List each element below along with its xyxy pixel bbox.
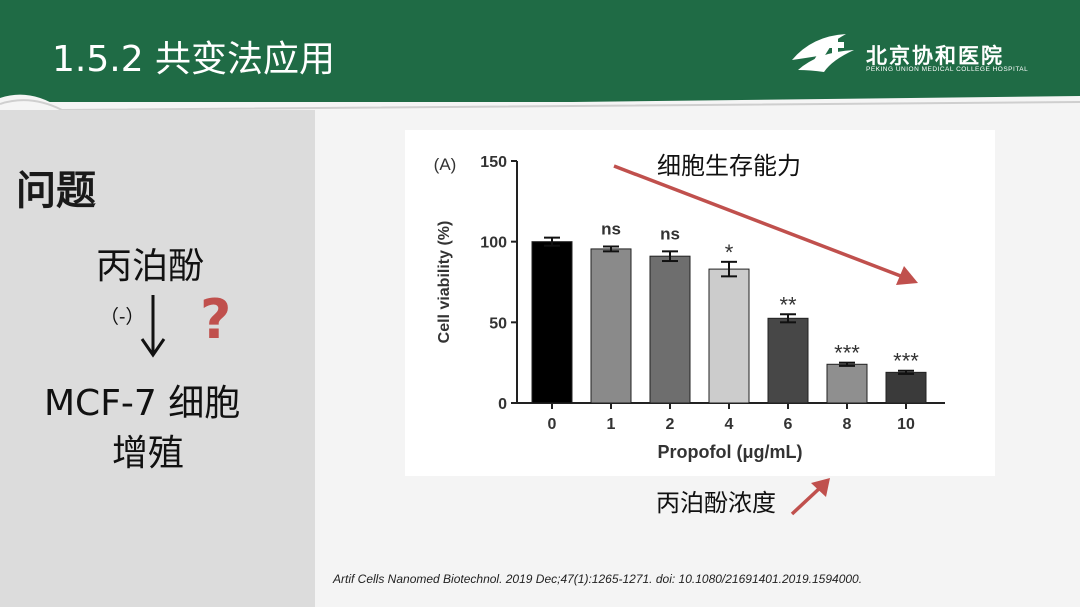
target-cell-label: MCF-7 细胞 xyxy=(44,383,241,424)
bar-4 xyxy=(708,268,750,404)
left-panel xyxy=(0,110,315,607)
viability-annotation: 细胞生存能力 xyxy=(657,152,801,180)
x-tick-label: 4 xyxy=(725,416,734,433)
significance-label: *** xyxy=(834,341,860,366)
citation-text: Artif Cells Nanomed Biotechnol. 2019 Dec… xyxy=(333,572,863,586)
drug-label: 丙泊酚 xyxy=(96,246,205,287)
decrease-trend-arrow xyxy=(613,164,907,280)
significance-label: *** xyxy=(893,349,919,374)
x-tick-label: 8 xyxy=(843,416,852,433)
significance-label: ns xyxy=(601,220,621,239)
x-tick-label: 2 xyxy=(666,416,675,433)
bar-8 xyxy=(826,363,868,404)
x-axis-label: Propofol (μg/mL) xyxy=(658,442,803,462)
header-bar: 1.5.2 共变法应用 北京协和医院 PEKING UNION MEDICAL … xyxy=(0,0,1080,102)
target-effect-label: 增殖 xyxy=(112,433,185,474)
y-tick-label: 100 xyxy=(480,235,507,252)
x-tick-label: 1 xyxy=(607,416,616,433)
y-tick-label: 150 xyxy=(480,154,507,171)
significance-label: * xyxy=(725,240,734,265)
inhibition-label: （-） xyxy=(100,306,145,328)
x-tick-label: 10 xyxy=(897,416,915,433)
slide-title: 1.5.2 共变法应用 xyxy=(52,39,336,80)
panel-label: (A) xyxy=(434,155,457,174)
bar-6 xyxy=(767,317,809,404)
down-arrow-icon xyxy=(140,295,166,358)
bar-2 xyxy=(649,255,691,404)
bar-0 xyxy=(531,241,573,404)
decrease-trend-arrowhead xyxy=(896,266,918,285)
y-tick-label: 0 xyxy=(498,396,507,413)
logo-text-en: PEKING UNION MEDICAL COLLEGE HOSPITAL xyxy=(866,66,1029,73)
hospital-logo: 北京协和医院 PEKING UNION MEDICAL COLLEGE HOSP… xyxy=(788,30,1038,78)
concentration-arrowhead xyxy=(811,478,830,497)
concentration-arrow xyxy=(790,484,824,516)
y-tick-label: 50 xyxy=(489,315,507,332)
significance-label: ** xyxy=(779,292,797,317)
significance-label: ns xyxy=(660,224,680,243)
hospital-emblem-icon xyxy=(792,34,854,72)
cell-viability-chart: 0 50 100 150 (A) Cell viability (%) 0 1 ns 2 ns 4 * 6… xyxy=(434,154,945,462)
chart-container: 0 50 100 150 (A) Cell viability (%) 0 1 ns 2 ns 4 * 6… xyxy=(405,130,995,476)
header-swoosh xyxy=(0,94,1080,112)
x-tick-label: 0 xyxy=(548,416,557,433)
logo-text-cn: 北京协和医院 xyxy=(866,43,1004,68)
y-axis-label: Cell viability (%) xyxy=(436,221,453,344)
bar-10 xyxy=(885,371,927,404)
x-tick-label: 6 xyxy=(784,416,793,433)
concentration-annotation: 丙泊酚浓度 xyxy=(656,489,776,517)
question-heading: 问题 xyxy=(16,168,96,214)
question-mark: ? xyxy=(200,288,232,351)
